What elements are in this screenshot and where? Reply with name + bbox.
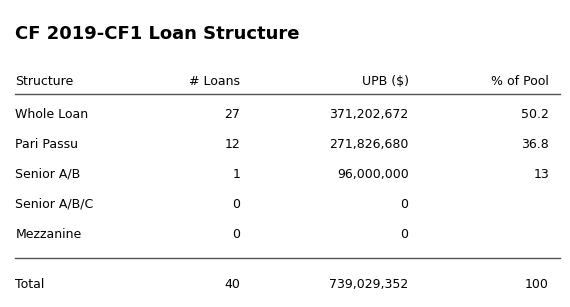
Text: 0: 0	[401, 227, 409, 241]
Text: 739,029,352: 739,029,352	[329, 278, 409, 291]
Text: 96,000,000: 96,000,000	[337, 168, 409, 181]
Text: Senior A/B: Senior A/B	[15, 168, 80, 181]
Text: Senior A/B/C: Senior A/B/C	[15, 198, 93, 211]
Text: UPB ($): UPB ($)	[361, 75, 409, 88]
Text: Mezzanine: Mezzanine	[15, 227, 82, 241]
Text: Structure: Structure	[15, 75, 74, 88]
Text: 40: 40	[224, 278, 240, 291]
Text: 36.8: 36.8	[521, 138, 549, 151]
Text: CF 2019-CF1 Loan Structure: CF 2019-CF1 Loan Structure	[15, 25, 300, 43]
Text: Pari Passu: Pari Passu	[15, 138, 79, 151]
Text: 0: 0	[232, 227, 240, 241]
Text: 27: 27	[224, 108, 240, 121]
Text: 371,202,672: 371,202,672	[329, 108, 409, 121]
Text: 12: 12	[225, 138, 240, 151]
Text: Whole Loan: Whole Loan	[15, 108, 88, 121]
Text: 100: 100	[525, 278, 549, 291]
Text: 271,826,680: 271,826,680	[329, 138, 409, 151]
Text: 0: 0	[232, 198, 240, 211]
Text: 13: 13	[533, 168, 549, 181]
Text: 1: 1	[232, 168, 240, 181]
Text: # Loans: # Loans	[189, 75, 240, 88]
Text: % of Pool: % of Pool	[491, 75, 549, 88]
Text: Total: Total	[15, 278, 45, 291]
Text: 50.2: 50.2	[521, 108, 549, 121]
Text: 0: 0	[401, 198, 409, 211]
